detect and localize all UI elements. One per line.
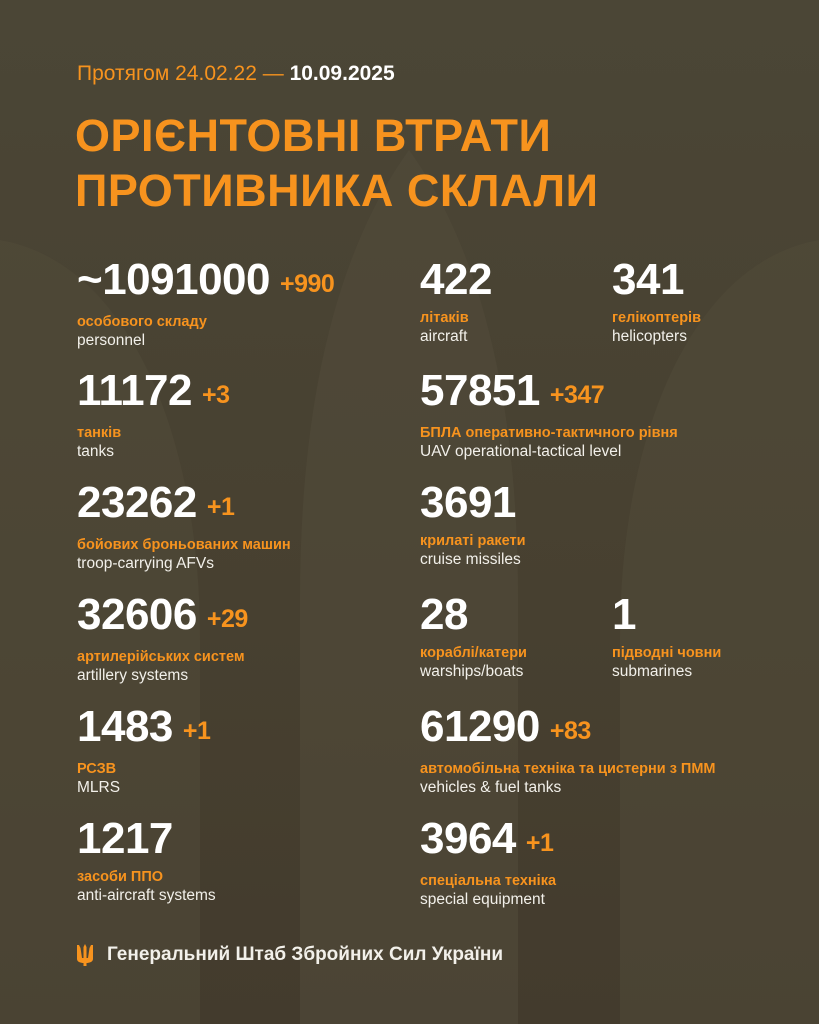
stat-label-ua: засоби ППО xyxy=(77,869,164,885)
stat-warships-boats: 28 кораблі/катери warships/boats xyxy=(420,593,527,681)
stat-label-ua: літаків xyxy=(420,310,469,326)
stat-cruise-missiles: 3691 крилаті ракети cruise missiles xyxy=(420,481,526,569)
stat-value: 32606 +29 xyxy=(77,590,248,639)
stat-increase: +3 xyxy=(202,381,230,409)
stat-value: 422 xyxy=(420,255,492,304)
stat-value: 1483 +1 xyxy=(77,702,211,751)
stat-label-en: UAV operational-tactical level xyxy=(420,443,622,460)
stat-label-ua: підводні човни xyxy=(612,645,722,661)
trident-icon xyxy=(77,944,93,966)
stat-label-ua: крилаті ракети xyxy=(420,533,526,549)
stat-value: 1217 xyxy=(77,814,173,863)
stat-value: 57851 +347 xyxy=(420,366,605,415)
page-title: ОРІЄНТОВНІ ВТРАТИ ПРОТИВНИКА СКЛАЛИ xyxy=(75,110,599,216)
stat-label-en: anti-aircraft systems xyxy=(77,887,216,904)
stat-increase: +347 xyxy=(549,381,605,409)
stat-anti-aircraft-systems: 1217 засоби ППО anti-aircraft systems xyxy=(77,817,216,905)
stat-mlrs: 1483 +1 РСЗВ MLRS xyxy=(77,702,211,797)
stat-value: 3964 +1 xyxy=(420,814,554,863)
stat-label-ua: автомобільна техніка та цистерни з ПММ xyxy=(420,761,716,777)
stat-value: ~1091000 +990 xyxy=(77,255,335,304)
stat-increase: +1 xyxy=(525,829,554,857)
stat-value: 11172 +3 xyxy=(77,366,230,415)
stat-label-en: helicopters xyxy=(612,328,687,345)
stat-label-en: personnel xyxy=(77,332,146,349)
stat-increase: +83 xyxy=(549,717,591,745)
stat-label-ua: БПЛА оперативно-тактичного рівня xyxy=(420,425,678,441)
stat-label-ua: танків xyxy=(77,425,122,441)
stat-label-en: submarines xyxy=(612,663,693,680)
stat-value: 23262 +1 xyxy=(77,478,235,527)
stat-increase: +1 xyxy=(182,717,211,745)
stat-troop-carrying-afvs: 23262 +1 бойових броньованих машин troop-ca… xyxy=(77,481,291,573)
stat-tanks: 11172 +3 танків tanks xyxy=(77,369,230,461)
stat-vehicles-fuel-tanks: 61290 +83 автомобільна техніка та цистерни… xyxy=(420,705,716,797)
stat-label-ua: спеціальна техніка xyxy=(420,873,557,889)
stat-label-en: troop-carrying AFVs xyxy=(77,555,214,572)
stat-special-equipment: 3964 +1 спеціальна техніка special equipmen… xyxy=(420,817,556,909)
stat-label-en: MLRS xyxy=(77,779,121,796)
stat-label-en: tanks xyxy=(77,443,115,460)
stat-label-en: cruise missiles xyxy=(420,551,521,568)
stat-artillery-systems: 32606 +29 артилерійських систем artillery s… xyxy=(77,593,248,685)
stat-value: 28 xyxy=(420,590,468,639)
period: Протягом 24.02.22 — 10.09.2025 xyxy=(77,62,395,85)
stat-label-ua: бойових броньованих машин xyxy=(77,537,291,553)
stat-label-ua: кораблі/катери xyxy=(420,645,527,661)
footer: Генеральний Штаб Збройних Сил України xyxy=(77,944,503,966)
stat-label-ua: РСЗВ xyxy=(77,761,117,777)
stat-label-en: vehicles & fuel tanks xyxy=(420,779,562,796)
stat-label-ua: гелікоптерів xyxy=(612,310,701,326)
stat-label-ua: особового складу xyxy=(77,314,207,330)
stat-label-en: warships/boats xyxy=(420,663,524,680)
stat-increase: +29 xyxy=(206,605,248,633)
stat-value: 3691 xyxy=(420,478,516,527)
stat-label-ua: артилерійських систем xyxy=(77,649,245,665)
stat-personnel: ~1091000 +990 особового складу personnel xyxy=(77,255,335,350)
stat-value: 341 xyxy=(612,255,684,304)
stat-label-en: aircraft xyxy=(420,328,468,345)
stat-increase: +990 xyxy=(280,270,335,298)
stat-helicopters: 341 гелікоптерів helicopters xyxy=(612,258,701,346)
stat-value: 61290 +83 xyxy=(420,702,591,751)
stat-submarines: 1 підводні човни submarines xyxy=(612,593,721,681)
stat-uav-operational-tactical-level: 57851 +347 БПЛА оперативно-тактичного рівн… xyxy=(420,369,678,461)
stat-increase: +1 xyxy=(206,493,235,521)
stat-aircraft: 422 літаків aircraft xyxy=(420,258,492,346)
stat-label-en: artillery systems xyxy=(77,667,189,684)
stat-value: 1 xyxy=(612,590,636,639)
stat-label-en: special equipment xyxy=(420,891,545,908)
